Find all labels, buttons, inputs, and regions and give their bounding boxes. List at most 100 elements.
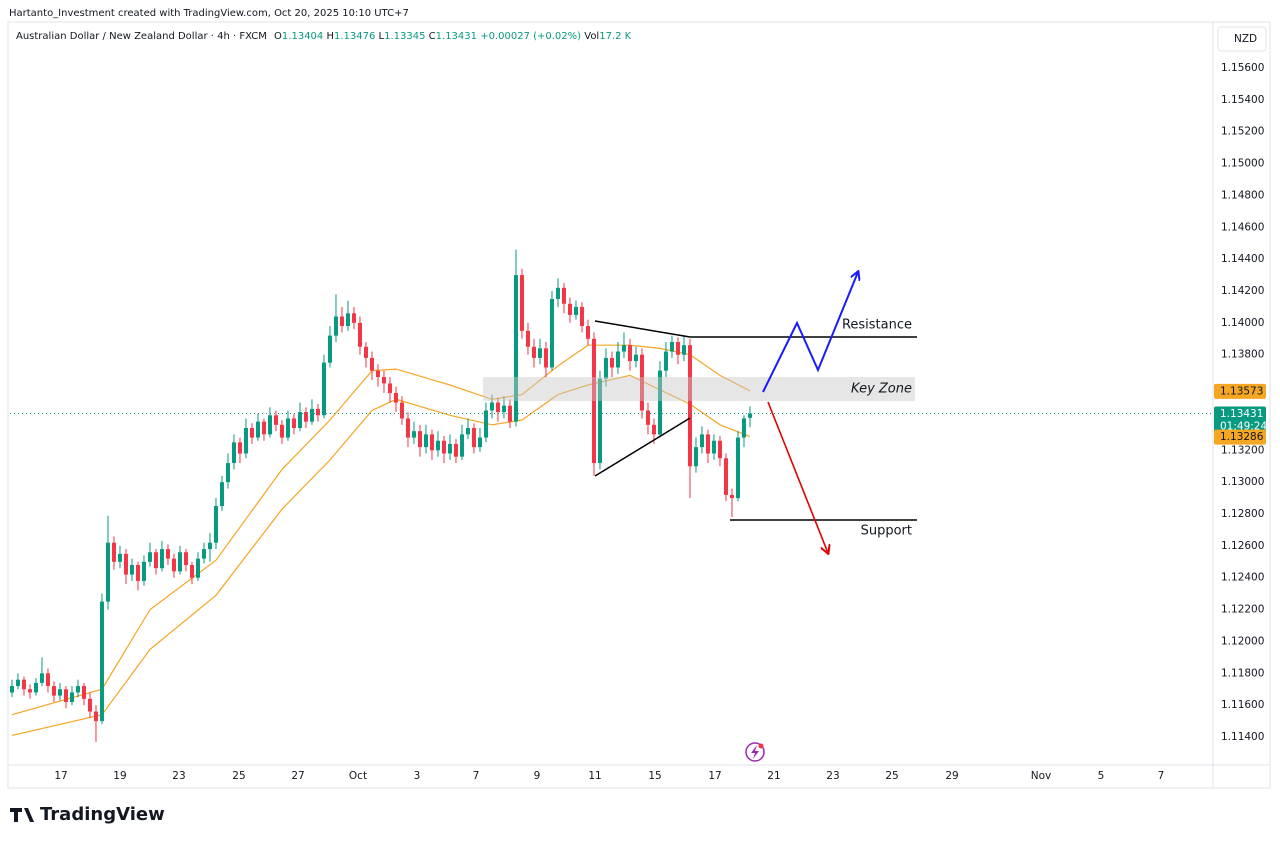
currency: NZD <box>1234 33 1257 45</box>
change: +0.00027 (+0.02%) <box>480 31 581 42</box>
x-tick-label: 23 <box>172 770 185 782</box>
candle-body <box>177 552 182 572</box>
candle-body <box>489 402 494 411</box>
key-zone-label: Key Zone <box>851 382 912 397</box>
candle-body <box>291 418 296 429</box>
brand-mark <box>10 808 34 822</box>
candle-body <box>231 442 236 464</box>
candle-body <box>459 434 464 457</box>
candle-body <box>111 542 116 562</box>
header: Hartanto_Investment created with Trading… <box>9 8 409 19</box>
symbol-title: Australian Dollar / New Zealand Dollar ·… <box>16 31 267 42</box>
candle-body <box>309 408 314 422</box>
candle-body <box>639 354 644 411</box>
candle-body <box>99 601 104 722</box>
candle-body <box>327 335 332 363</box>
candle-body <box>351 313 356 323</box>
candle-body <box>615 351 620 368</box>
y-tick-label: 1.12800 <box>1221 508 1264 520</box>
candle-body <box>645 410 650 425</box>
countdown: 01:49:24 <box>1220 421 1267 433</box>
legend: Australian Dollar / New Zealand Dollar ·… <box>16 31 632 42</box>
candle-body <box>579 306 584 327</box>
candle-body <box>723 458 728 495</box>
price-tag-label: 1.13286 <box>1220 431 1264 443</box>
candle-body <box>699 434 704 448</box>
ohlc-letter: H <box>326 31 334 42</box>
y-tick-label: 1.15000 <box>1221 158 1264 170</box>
candle-body <box>273 415 278 425</box>
y-tick-label: 1.11600 <box>1221 699 1264 711</box>
candle-body <box>267 415 272 435</box>
events-dot <box>758 743 764 749</box>
events-bolt <box>751 745 759 759</box>
candle-body <box>663 351 668 371</box>
candle-body <box>585 326 590 339</box>
resistance-label: Resistance <box>842 318 912 333</box>
candle-body <box>675 341 680 355</box>
candle-body <box>21 679 26 690</box>
y-tick-label: 1.11400 <box>1221 731 1264 743</box>
candle-body <box>453 443 458 457</box>
ohlc-letter: C <box>429 31 436 42</box>
candle-body <box>537 348 542 358</box>
x-tick-label: 3 <box>414 770 421 782</box>
x-tick-label: 7 <box>1158 770 1165 782</box>
candle-body <box>159 549 164 569</box>
candle-body <box>45 673 50 687</box>
x-tick-label: 11 <box>588 770 601 782</box>
candle-body <box>711 440 716 454</box>
y-tick-label: 1.12200 <box>1221 604 1264 616</box>
candle-body <box>147 552 152 562</box>
ohlc-value: 1.13345 <box>384 31 425 42</box>
candle-body <box>651 424 656 435</box>
candle-body <box>93 711 98 722</box>
candle-body <box>567 303 572 315</box>
candle-body <box>339 316 344 327</box>
candle-body <box>57 689 62 696</box>
y-tick-label: 1.13000 <box>1221 476 1264 488</box>
x-tick-label: 21 <box>767 770 780 782</box>
volume-label: Vol <box>584 31 599 42</box>
x-tick-label: 7 <box>473 770 480 782</box>
ohlc-letter: L <box>379 31 385 42</box>
x-tick-label: 15 <box>648 770 661 782</box>
candle-body <box>105 542 110 602</box>
volume: 17.2 K <box>599 31 631 42</box>
candle-body <box>207 542 212 550</box>
x-tick-label: 19 <box>113 770 126 782</box>
candle-body <box>561 287 566 304</box>
candle-body <box>75 686 80 693</box>
candle-body <box>297 412 302 429</box>
candle-body <box>63 689 68 702</box>
candle-body <box>213 506 218 543</box>
candle-body <box>141 561 146 581</box>
candle-body <box>39 673 44 683</box>
y-tick-label: 1.15400 <box>1221 94 1264 106</box>
plot-area: 1.11400 1.11600 1.11800 1.12000 1.12200 1.124… <box>9 62 1264 782</box>
candle-body <box>255 421 260 438</box>
candle-body <box>51 686 56 696</box>
candle-body <box>279 424 284 438</box>
frame <box>7 21 1271 789</box>
x-tick-label: 25 <box>232 770 245 782</box>
candle-body <box>285 418 290 438</box>
candle-body <box>435 440 440 451</box>
candle-body <box>603 357 608 379</box>
candle-body <box>357 322 362 347</box>
y-tick-label: 1.11800 <box>1221 667 1264 679</box>
brand: TradingView <box>40 804 165 825</box>
price-tag <box>1214 406 1266 434</box>
candle-body <box>375 370 380 378</box>
y-tick-label: 1.14000 <box>1221 317 1264 329</box>
support-label: Support <box>861 524 912 539</box>
candle-body <box>657 370 662 435</box>
currency-box[interactable] <box>1217 26 1267 52</box>
candle-body <box>225 463 230 483</box>
candle-body <box>9 686 14 693</box>
y-tick-label: 1.12400 <box>1221 572 1264 584</box>
y-tick-label: 1.14600 <box>1221 221 1264 233</box>
y-tick-label: 1.12600 <box>1221 540 1264 552</box>
candle-body <box>135 565 140 581</box>
x-tick-label: 27 <box>291 770 304 782</box>
